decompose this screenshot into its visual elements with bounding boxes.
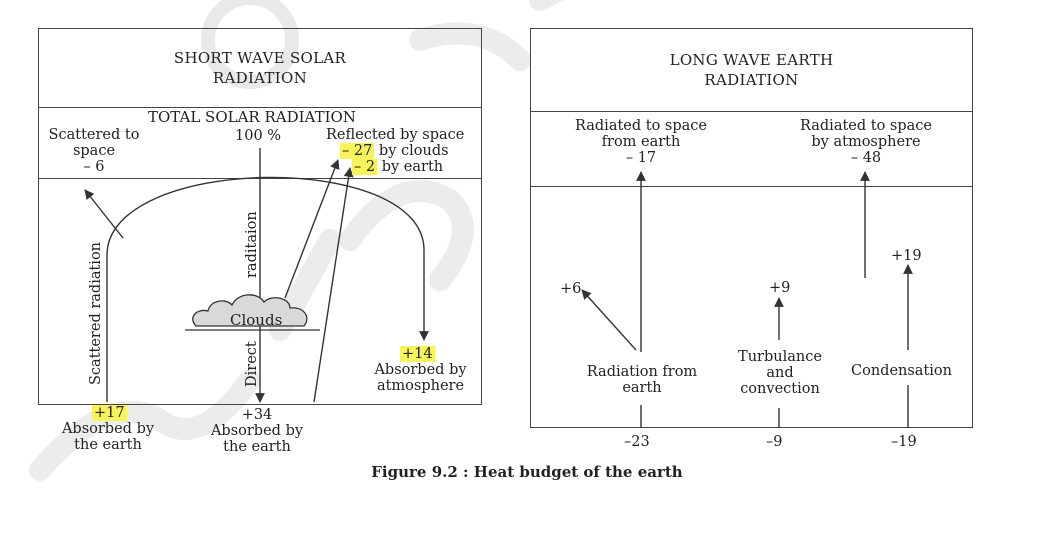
plus6-label: +6 [560, 281, 582, 297]
short-wave-header-line1: SHORT WAVE SOLAR [173, 49, 347, 67]
long-wave-header: LONG WAVE EARTH RADIATION [531, 29, 972, 112]
scattered-radiation-label: Scattered radiation [88, 241, 104, 385]
direct-label: Direct [244, 341, 260, 387]
cloud-shape [192, 294, 308, 327]
reflected-earth-arrow [313, 167, 354, 403]
radiated-by-atmosphere-label: Radiated to space by atmosphere – 48 [800, 118, 932, 166]
absorbed-atmosphere-label: +14 Absorbed by atmosphere [374, 346, 467, 394]
plus6-arrow [581, 289, 637, 351]
scattered-arc [106, 176, 429, 402]
atmosphere-top-line-right [531, 186, 972, 187]
absorbed-earth-direct-label: +34 Absorbed by the earth [210, 407, 304, 455]
plus19-label: +19 [891, 248, 922, 264]
reflected-clouds-arrow [284, 159, 340, 299]
short-wave-header-line2: RADIATION [212, 69, 308, 87]
bottom-value-19: –19 [891, 434, 917, 450]
long-wave-header-line2: RADIATION [704, 71, 799, 89]
reflected-earth-value: – 2 [352, 159, 378, 175]
figure-caption: Figure 9.2 : Heat budget of the earth [371, 463, 683, 481]
bottom-value-23: –23 [624, 434, 650, 450]
bottom-value-9: –9 [766, 434, 783, 450]
reflected-by-space-label: Reflected by space – 27 by clouds – 2 by… [326, 127, 465, 175]
radiation-from-earth-label: Radiation from earth [586, 364, 698, 396]
absorbed-atmosphere-value: +14 [400, 346, 435, 362]
short-wave-header: SHORT WAVE SOLAR RADIATION [39, 29, 481, 108]
turbulance-label: Turbulance and convection [738, 349, 822, 397]
radiation-label: raditaion [244, 211, 260, 278]
long-wave-header-line1: LONG WAVE EARTH [669, 51, 834, 69]
absorbed-earth-scattered-label: +17 Absorbed by the earth [61, 405, 155, 453]
scattered-to-space-arrow [84, 189, 124, 239]
condensation-label: Condensation [851, 363, 952, 379]
plus9-label: +9 [769, 280, 791, 296]
scattered-to-space-label: Scattered to space – 6 [48, 127, 140, 175]
radiated-from-earth-label: Radiated to space from earth – 17 [575, 118, 707, 166]
absorbed-earth-scattered-value: +17 [92, 405, 127, 421]
reflected-clouds-value: – 27 [340, 143, 375, 159]
total-percent-label: 100 % [235, 128, 282, 144]
clouds-label: Clouds [230, 311, 283, 329]
long-wave-panel: LONG WAVE EARTH RADIATION [530, 28, 973, 428]
total-solar-radiation-label: TOTAL SOLAR RADIATION [148, 108, 356, 126]
